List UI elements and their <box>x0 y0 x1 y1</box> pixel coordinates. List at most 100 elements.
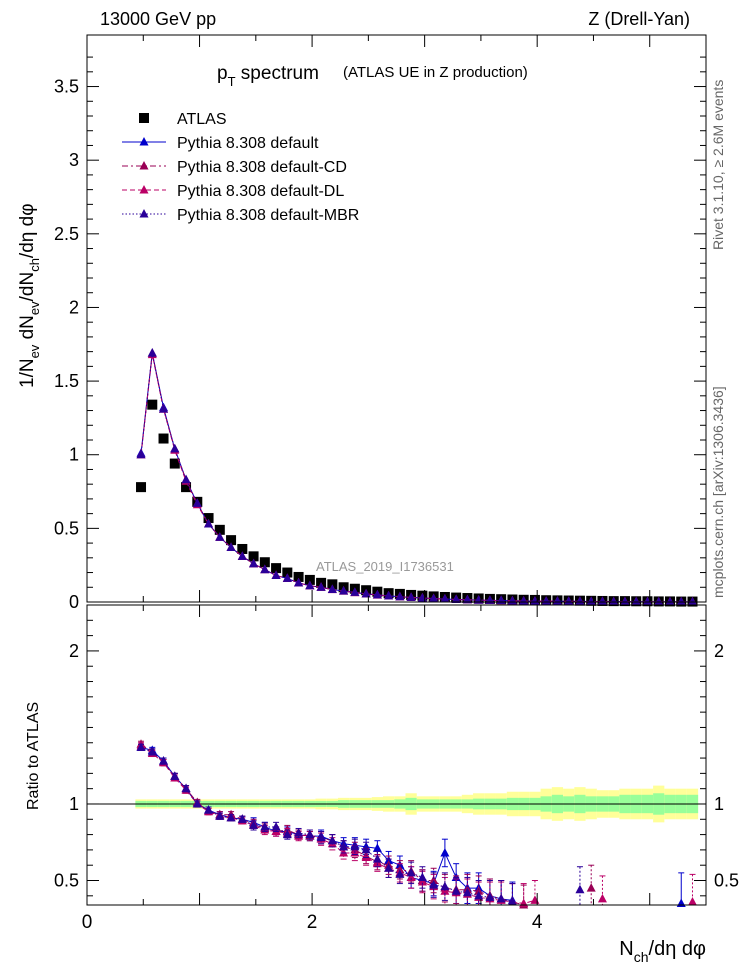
ratio-point <box>372 854 382 863</box>
header-right: Z (Drell-Yan) <box>588 9 690 29</box>
ytick-label: 1.5 <box>54 371 79 391</box>
data-point <box>170 443 180 453</box>
legend-label: Pythia 8.308 default-CD <box>177 159 347 176</box>
ratio-point <box>395 869 405 878</box>
header-left: 13000 GeV pp <box>100 9 216 29</box>
data-point <box>248 551 259 562</box>
ratio-point <box>204 805 214 814</box>
ratio-ytick-label-right: 0.5 <box>714 871 739 891</box>
legend-label: Pythia 8.308 default <box>177 135 319 152</box>
series-pythia-8-308-default-mbr <box>136 348 697 606</box>
ratio-point <box>474 890 484 900</box>
ratio-point <box>496 893 506 903</box>
ratio-ytick-label: 1 <box>69 794 79 814</box>
data-point <box>462 594 472 604</box>
data-point <box>440 594 450 603</box>
ytick-label: 0 <box>69 592 79 612</box>
data-point <box>192 498 202 507</box>
series-atlas <box>136 399 698 607</box>
ratio-point <box>192 798 202 808</box>
ratio-point <box>440 881 450 891</box>
ytick-label: 3.5 <box>54 77 79 97</box>
data-point <box>147 348 157 357</box>
data-point <box>304 574 315 585</box>
analysis-id: ATLAS_2019_I1736531 <box>316 559 454 574</box>
ratio-point <box>687 896 697 906</box>
ratio-point <box>170 771 180 780</box>
ratio-point <box>361 844 371 854</box>
data-point <box>676 596 686 606</box>
data-point <box>327 579 338 590</box>
legend: ATLAS Pythia 8.308 default Pythia 8.308 de… <box>122 111 359 224</box>
legend-marker-triangle <box>139 185 149 194</box>
ratio-series-group <box>136 739 697 909</box>
ratio-point <box>372 843 382 852</box>
data-point <box>316 582 326 591</box>
ratio-point <box>282 829 292 839</box>
data-point <box>406 592 416 601</box>
data-point <box>327 584 337 593</box>
main-series-group <box>136 348 698 607</box>
data-point <box>384 590 394 600</box>
data-point <box>147 399 158 410</box>
data-point <box>564 596 574 605</box>
ratio-point <box>316 832 326 842</box>
ratio-point <box>237 814 247 823</box>
data-point <box>361 588 371 598</box>
data-point <box>305 580 315 590</box>
data-point <box>339 585 349 595</box>
ytick-label: 0.5 <box>54 518 79 538</box>
ytick-label: 1 <box>69 445 79 465</box>
ratio-point <box>676 898 686 907</box>
ratio-point <box>485 892 495 901</box>
rivet-label: Rivet 3.1.10, ≥ 2.6M events <box>710 80 726 250</box>
ratio-point <box>305 829 315 839</box>
legend-marker-triangle <box>139 209 149 218</box>
data-point <box>586 596 596 606</box>
ratio-point <box>462 887 472 897</box>
ratio-point <box>597 893 607 903</box>
ratio-point <box>294 828 304 837</box>
data-point <box>541 596 551 605</box>
ratio-point <box>350 841 360 851</box>
data-point <box>169 458 180 469</box>
ratio-point <box>429 880 439 889</box>
ratio-point <box>147 746 157 756</box>
ratio-ytick-label-right: 1 <box>714 794 724 814</box>
data-point <box>294 577 304 587</box>
ratio-pythia-8-308-default-mbr <box>136 742 585 906</box>
data-point <box>259 557 270 568</box>
data-point <box>620 596 630 606</box>
xtick-label: 2 <box>307 912 318 933</box>
ratio-point <box>575 884 585 894</box>
data-point <box>609 596 619 606</box>
ratio-point <box>339 841 349 851</box>
ratio-point <box>271 821 281 831</box>
data-point <box>249 558 259 568</box>
main-frame <box>86 34 707 603</box>
data-point <box>159 404 169 413</box>
ratio-pythia-8-308-default-cd <box>136 739 596 909</box>
data-point <box>687 596 697 606</box>
legend-marker-square <box>139 113 149 123</box>
ratio-point <box>339 847 349 857</box>
data-point <box>350 587 360 596</box>
legend-item: Pythia 8.308 default-DL <box>122 183 344 200</box>
mcplots-label: mcplots.cern.ch [arXiv:1306.3436] <box>710 386 726 598</box>
data-point <box>552 596 562 605</box>
data-point <box>181 482 192 493</box>
ratio-point <box>507 896 517 906</box>
data-point <box>260 564 270 574</box>
ratio-pythia-8-308-default-dl <box>136 740 697 907</box>
ratio-point <box>260 821 270 831</box>
data-point <box>237 551 247 560</box>
data-point <box>372 589 382 599</box>
data-point <box>597 596 607 606</box>
ratio-line <box>140 743 524 906</box>
xtick-label: 4 <box>532 912 543 933</box>
axis-ticks: 0 0.5 1 1.5 2 2.5 3 3.5 0.5 0.5 1 1 2 2 0 2 4 <box>54 35 739 933</box>
ratio-point <box>530 895 540 904</box>
data-point <box>203 513 214 524</box>
ratio-ytick-label: 0.5 <box>54 871 79 891</box>
